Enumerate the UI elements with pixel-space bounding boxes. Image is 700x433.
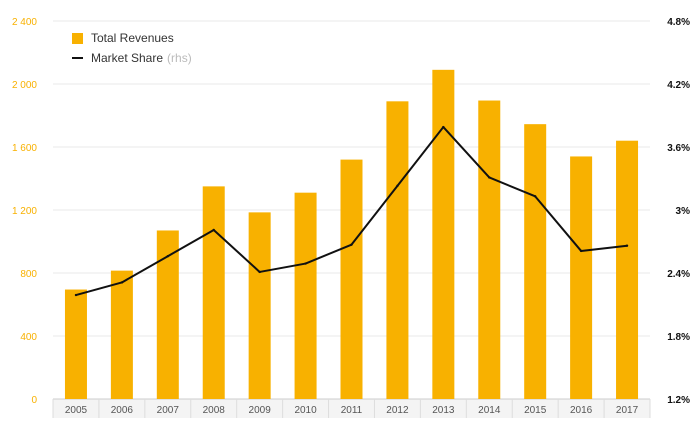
x-axis-tick-label: 2017 bbox=[616, 405, 639, 416]
right-axis-tick-label: 1.2% bbox=[667, 395, 690, 406]
point-market-share bbox=[304, 262, 307, 265]
legend-line-swatch bbox=[72, 57, 83, 59]
bar-total-revenues bbox=[570, 156, 593, 399]
left-axis-tick-label: 2 400 bbox=[12, 17, 37, 28]
legend-line-note: (rhs) bbox=[167, 51, 192, 65]
left-axis-tick-label: 1 200 bbox=[12, 206, 37, 217]
bar-total-revenues bbox=[294, 192, 317, 399]
point-market-share bbox=[120, 281, 124, 284]
bar-total-revenues bbox=[524, 124, 547, 399]
right-axis-tick-label: 4.2% bbox=[667, 80, 690, 91]
bar-total-revenues bbox=[64, 289, 87, 399]
bar-total-revenues bbox=[478, 100, 501, 399]
left-axis-tick-label: 2 000 bbox=[12, 80, 37, 91]
bar-total-revenues bbox=[340, 159, 363, 399]
bar-total-revenues bbox=[202, 186, 225, 399]
point-market-share bbox=[442, 125, 445, 129]
point-market-share bbox=[166, 255, 170, 258]
point-market-share bbox=[488, 176, 491, 179]
right-axis-tick-label: 3.6% bbox=[667, 143, 690, 154]
legend-item-market-share: Market Share (rhs) bbox=[72, 48, 192, 68]
bar-total-revenues bbox=[248, 212, 271, 399]
x-axis-tick-label: 2008 bbox=[203, 405, 226, 416]
x-axis-tick-label: 2009 bbox=[249, 405, 272, 416]
x-axis-tick-label: 2015 bbox=[524, 405, 547, 416]
bar-total-revenues bbox=[386, 101, 409, 399]
point-market-share bbox=[579, 249, 583, 253]
legend-line-label: Market Share bbox=[91, 51, 164, 65]
legend-bar-label: Total Revenues bbox=[91, 31, 174, 45]
right-axis-tick-label: 4.8% bbox=[667, 17, 690, 28]
right-axis-tick-label: 1.8% bbox=[667, 332, 690, 343]
point-market-share bbox=[258, 270, 261, 274]
point-market-share bbox=[533, 195, 537, 198]
bar-total-revenues bbox=[156, 230, 179, 399]
right-axis-tick-label: 3% bbox=[676, 206, 691, 217]
left-axis-tick-label: 0 bbox=[31, 395, 37, 406]
left-axis-tick-label: 800 bbox=[20, 269, 37, 280]
x-axis-tick-label: 2016 bbox=[570, 405, 593, 416]
point-market-share bbox=[396, 184, 399, 188]
legend-item-total-revenues: Total Revenues bbox=[72, 28, 192, 48]
x-axis-tick-label: 2011 bbox=[341, 405, 363, 416]
x-axis-tick-label: 2014 bbox=[478, 405, 501, 416]
point-market-share bbox=[74, 293, 78, 297]
x-axis-tick-label: 2013 bbox=[432, 405, 455, 416]
right-axis-tick-label: 2.4% bbox=[667, 269, 690, 280]
point-market-share bbox=[350, 243, 353, 246]
left-axis-tick-label: 1 600 bbox=[12, 143, 37, 154]
x-axis-tick-label: 2007 bbox=[157, 405, 180, 416]
x-axis-tick-label: 2006 bbox=[111, 405, 134, 416]
bar-total-revenues bbox=[432, 69, 455, 399]
left-axis-tick-label: 400 bbox=[20, 332, 37, 343]
bar-total-revenues bbox=[616, 140, 639, 399]
legend: Total Revenues Market Share (rhs) bbox=[72, 28, 192, 68]
x-axis-tick-label: 2005 bbox=[65, 405, 88, 416]
x-axis-tick-label: 2012 bbox=[386, 405, 409, 416]
legend-bar-swatch bbox=[72, 32, 83, 44]
x-axis-tick-label: 2010 bbox=[294, 405, 317, 416]
bar-total-revenues bbox=[110, 270, 133, 399]
point-market-share bbox=[625, 244, 629, 247]
point-market-share bbox=[212, 228, 215, 232]
x-axis-band bbox=[53, 399, 650, 418]
